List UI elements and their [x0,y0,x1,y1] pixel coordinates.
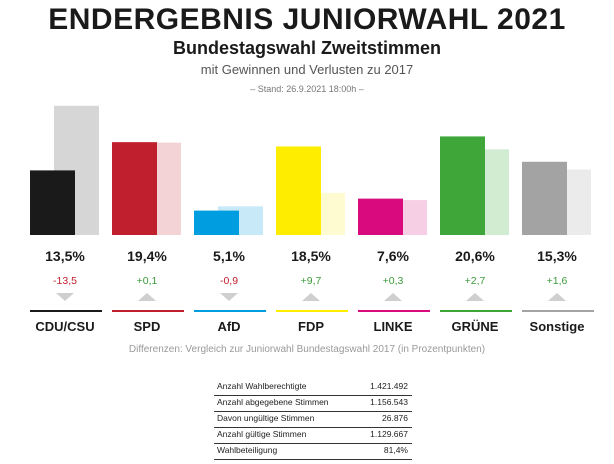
bar-2021-0 [30,170,75,235]
category-underline [440,310,512,312]
stat-label: Anzahl abgegebene Stimmen [214,395,357,412]
category-underline [30,310,102,312]
category-underline [276,310,348,312]
table-row: Davon ungültige Stimmen 26.876 [214,411,412,428]
diff-label: +9,7 [301,275,322,287]
value-label: 18,5% [291,248,331,264]
footnote: Differenzen: Vergleich zur Juniorwahl Bu… [128,344,486,355]
diff-label: +2,7 [465,275,486,287]
category-underline [522,310,594,312]
diff-label: -0,9 [220,275,238,287]
arrow-down-icon [220,293,238,301]
category-label: CDU/CSU [35,319,94,334]
arrow-up-icon [384,293,402,301]
category-label: AfD [217,319,240,334]
category-label: LINKE [374,319,413,334]
category-label: GRÜNE [452,319,499,334]
bar-2021-3 [276,146,321,235]
table-row: Anzahl Wahlberechtigte 1.421.492 [214,380,412,396]
diff-label: -13,5 [53,275,77,287]
category-underline [112,310,184,312]
value-label: 20,6% [455,248,495,264]
chart-subtitle-gains-losses: mit Gewinnen und Verlusten zu 2017 [200,62,414,77]
diff-label: +1,6 [547,275,568,287]
value-label: 13,5% [45,248,85,264]
value-label: 15,3% [537,248,577,264]
stat-label: Anzahl Wahlberechtigte [214,380,357,396]
arrow-up-icon [466,293,484,301]
table-row: Wahlbeteiligung 81,4% [214,443,412,460]
arrow-up-icon [548,293,566,301]
results-bar-chart: 13,5% -13,5 CDU/CSU 19,4% +0,1 SPD 5,1% -0,9 AfD… [30,105,594,334]
stat-value: 1.421.492 [356,380,412,396]
bar-2021-2 [194,210,239,235]
category-label: Sonstige [530,319,585,334]
stat-value: 1.129.667 [356,427,412,444]
stat-value: 1.156.543 [356,395,412,412]
bar-2021-4 [358,198,403,235]
value-label: 7,6% [377,248,409,264]
category-underline [358,310,430,312]
arrow-up-icon [302,293,320,301]
diff-label: +0,1 [137,275,158,287]
timestamp: – Stand: 26.9.2021 18:00h – [250,84,364,94]
stat-label: Davon ungültige Stimmen [214,411,357,428]
bar-2021-6 [522,161,567,235]
diff-label: +0,3 [383,275,404,287]
category-label: SPD [134,319,161,334]
bar-2021-5 [440,136,485,235]
category-underline [194,310,266,312]
arrow-up-icon [138,293,156,301]
stat-value: 26.876 [356,411,412,428]
arrow-down-icon [56,293,74,301]
statistics-table: Anzahl Wahlberechtigte 1.421.492 Anzahl a… [214,380,412,460]
table-row: Anzahl abgegebene Stimmen 1.156.543 [214,395,412,412]
page-title: ENDERGEBNIS JUNIORWAHL 2021 [48,3,566,36]
value-label: 5,1% [213,248,245,264]
stat-label: Anzahl gültige Stimmen [214,427,357,444]
table-row: Anzahl gültige Stimmen 1.129.667 [214,427,412,444]
category-label: FDP [298,319,324,334]
stat-value: 81,4% [356,443,412,460]
stat-label: Wahlbeteiligung [214,443,357,460]
chart-subtitle: Bundestagswahl Zweitstimmen [172,38,442,58]
bar-2021-1 [112,142,157,235]
value-label: 19,4% [127,248,167,264]
